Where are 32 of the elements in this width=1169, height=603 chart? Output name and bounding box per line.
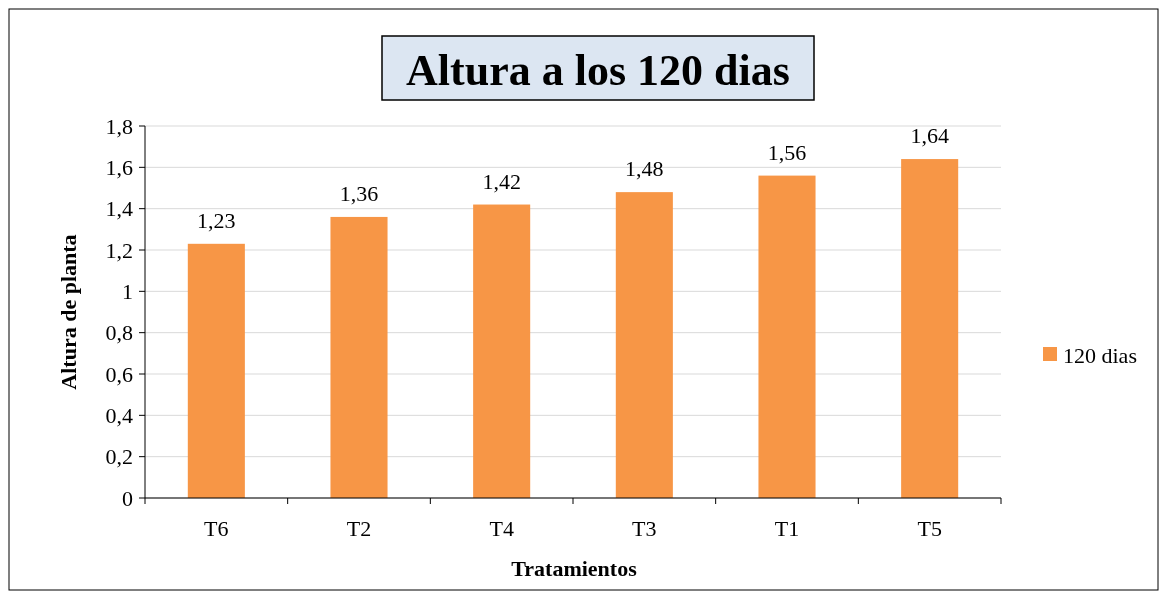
y-tick-label: 1,6 (105, 155, 133, 181)
y-tick-label: 1,2 (105, 237, 133, 263)
bar (758, 175, 816, 498)
data-label: 1,64 (910, 123, 949, 149)
y-tick-label: 0,2 (105, 444, 133, 470)
y-tick-label: 0,6 (105, 361, 133, 387)
x-tick-label: T5 (917, 516, 942, 541)
y-tick-label: 1,4 (105, 196, 133, 222)
data-label: 1,23 (197, 207, 236, 233)
legend-label: 120 dias (1063, 342, 1137, 368)
y-tick-label: 0 (122, 485, 133, 511)
bar (187, 243, 245, 498)
x-tick-label: T4 (489, 516, 514, 541)
data-label: 1,56 (767, 139, 807, 165)
y-tick-label: 0,4 (105, 403, 133, 429)
bar (615, 192, 673, 498)
bar (901, 159, 959, 498)
x-tick-label: T6 (204, 516, 229, 541)
y-tick-label: 1,8 (105, 113, 133, 139)
bar (473, 204, 531, 498)
x-axis-title: Tratamientos (511, 556, 638, 581)
chart-title: Altura a los 120 dias (406, 46, 790, 95)
x-tick-label: T2 (346, 516, 372, 541)
x-tick-label: T1 (774, 516, 800, 541)
bar (330, 216, 388, 498)
data-label: 1,36 (339, 180, 379, 206)
y-axis-title: Altura de planta (56, 234, 81, 390)
y-tick-label: 0,8 (105, 320, 133, 346)
y-tick-label: 1 (122, 279, 133, 305)
x-tick-label: T3 (632, 516, 657, 541)
data-label: 1,42 (482, 168, 521, 194)
data-label: 1,48 (625, 156, 664, 182)
